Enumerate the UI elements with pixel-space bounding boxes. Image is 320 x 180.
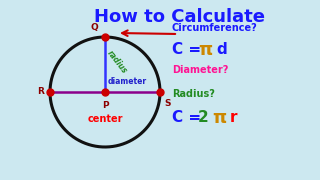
Text: Diameter?: Diameter?: [172, 65, 228, 75]
Text: R: R: [37, 87, 44, 96]
Text: Circumference?: Circumference?: [172, 23, 258, 33]
Text: Q: Q: [90, 23, 98, 32]
Text: C =: C =: [172, 111, 206, 125]
Point: [157, 91, 163, 93]
Text: S: S: [164, 99, 171, 108]
Text: diameter: diameter: [108, 77, 147, 86]
Point: [102, 36, 108, 39]
Text: center: center: [87, 114, 123, 124]
Text: Radius?: Radius?: [172, 89, 215, 99]
Text: π: π: [198, 41, 212, 59]
Text: radius: radius: [105, 49, 129, 76]
Point: [47, 91, 52, 93]
Text: r: r: [230, 111, 237, 125]
Text: 2: 2: [198, 111, 209, 125]
Text: P: P: [102, 101, 108, 110]
Text: d: d: [216, 42, 227, 57]
Text: C =: C =: [172, 42, 206, 57]
Point: [102, 91, 108, 93]
Text: π: π: [212, 109, 226, 127]
Text: How to Calculate: How to Calculate: [94, 8, 266, 26]
